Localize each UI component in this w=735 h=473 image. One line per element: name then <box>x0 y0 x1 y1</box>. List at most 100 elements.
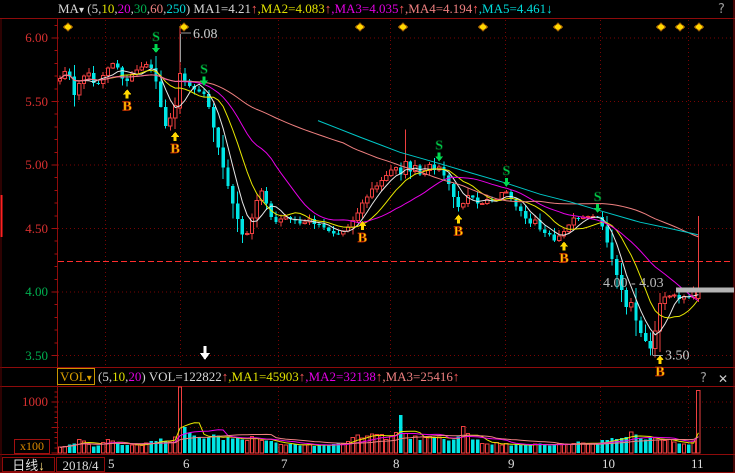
down-arrow-icon: ↓ <box>546 1 553 16</box>
volume-bar <box>639 438 643 453</box>
candle-body <box>451 184 456 198</box>
sell-arrow-icon <box>502 177 511 187</box>
volume-bar <box>278 444 284 454</box>
help-icon[interactable]: ? <box>718 2 725 17</box>
param-comma: , <box>163 1 167 16</box>
candle-body <box>298 220 302 224</box>
candle-body <box>576 218 581 220</box>
volume-bar <box>154 440 158 453</box>
volume-bar <box>302 444 308 454</box>
volume-bar <box>67 444 72 453</box>
buy-signal-label: B <box>559 251 568 266</box>
volume-bar <box>643 439 648 453</box>
candle-body <box>245 232 250 236</box>
help-icon[interactable]: ? <box>700 371 707 386</box>
event-diamond-icon[interactable] <box>655 22 667 32</box>
event-diamond-icon[interactable] <box>674 22 686 32</box>
price-axis-label: 6.00 <box>25 30 48 45</box>
candle-body <box>254 199 260 219</box>
last-price-bar[interactable] <box>676 287 734 293</box>
buy-arrow-icon <box>171 131 180 141</box>
sell-arrow-icon <box>593 203 602 213</box>
volume-bar <box>696 389 701 454</box>
candle-body <box>399 167 403 175</box>
buy-arrow-icon <box>358 221 367 231</box>
event-diamond-icon[interactable] <box>354 22 366 32</box>
candle-body <box>480 203 485 206</box>
candle-body <box>183 73 187 81</box>
candle-body <box>490 199 494 201</box>
candle-body <box>177 73 183 109</box>
candle-body <box>207 94 211 108</box>
event-diamond-icon[interactable] <box>178 22 190 32</box>
volume-bar <box>543 444 547 453</box>
volume-bar <box>657 439 663 454</box>
candle-body <box>144 64 149 68</box>
volume-bar <box>369 433 375 454</box>
close-icon[interactable]: ✕ <box>718 372 729 386</box>
indicator-param: 10 <box>101 1 115 16</box>
indicator-selector[interactable]: VOL▾ <box>57 368 95 385</box>
candle-body <box>360 202 365 214</box>
event-diamond-icon[interactable] <box>477 22 489 32</box>
indicator-value: ,MA4=4.194 <box>405 1 473 16</box>
candle-body <box>605 226 609 243</box>
candle-body <box>57 78 63 82</box>
volume-ma-lines <box>59 422 699 448</box>
up-arrow-icon: ↑ <box>298 369 306 384</box>
period-selector[interactable]: 日线↓ <box>2 457 55 473</box>
volume-bar <box>327 445 331 453</box>
indicator-param: 10 <box>112 369 126 384</box>
dropdown-arrow-icon: ▾ <box>86 373 92 384</box>
event-diamond-icon[interactable] <box>397 22 409 32</box>
param-comma: , <box>130 1 134 16</box>
volume-bar <box>442 438 446 453</box>
sell-arrow-icon <box>435 152 444 162</box>
volume-bar <box>509 445 513 453</box>
candle-body <box>331 230 336 234</box>
candle-body <box>672 294 677 297</box>
time-axis-bar: 日线↓ 2018/4 5 6 7 8 9 10 11 <box>0 456 735 473</box>
volume-bar <box>624 436 629 453</box>
event-diamond-icon[interactable] <box>62 22 74 32</box>
buy-signal-label: B <box>454 225 463 240</box>
candle-body <box>226 167 230 186</box>
volume-bar <box>168 441 173 454</box>
buy-arrow-icon <box>656 355 664 365</box>
volume-bar <box>177 386 183 454</box>
sell-signal-label: S <box>435 138 443 153</box>
candle-body <box>173 104 178 119</box>
indicator-param: 5 <box>102 369 109 384</box>
indicator-selector[interactable]: MA▾ <box>58 1 84 16</box>
event-diamond-icon[interactable] <box>552 22 564 32</box>
volume-bar <box>249 436 255 454</box>
volume-bar <box>667 439 672 454</box>
scroll-down-arrow-icon[interactable] <box>200 346 210 360</box>
event-diamond-icon[interactable] <box>693 22 705 32</box>
volume-bar <box>355 434 360 454</box>
indicator-value: ,MA3=4.035 <box>331 1 399 16</box>
month-label: 7 <box>281 456 288 471</box>
volume-bar <box>648 438 653 453</box>
candle-body <box>159 81 163 107</box>
candle-body <box>615 259 619 276</box>
candle-body <box>231 185 235 204</box>
volume-bar <box>216 435 221 453</box>
price-ma-line <box>59 69 699 319</box>
volume-bar <box>245 439 250 454</box>
candle-body <box>120 67 125 79</box>
volume-bar <box>149 441 153 453</box>
volume-bar <box>422 437 428 454</box>
candle-body <box>561 230 567 237</box>
volume-bar <box>379 433 384 454</box>
buy-arrow-icon <box>123 89 132 99</box>
period-label: 日线 <box>12 458 39 473</box>
volume-bar <box>125 444 129 453</box>
volume-bar <box>331 444 336 453</box>
volume-bar <box>120 445 125 453</box>
candle-body <box>465 195 471 205</box>
indicator-value: VOL=122822 <box>148 369 222 384</box>
volume-bar <box>91 446 96 453</box>
volume-bar <box>456 436 461 453</box>
